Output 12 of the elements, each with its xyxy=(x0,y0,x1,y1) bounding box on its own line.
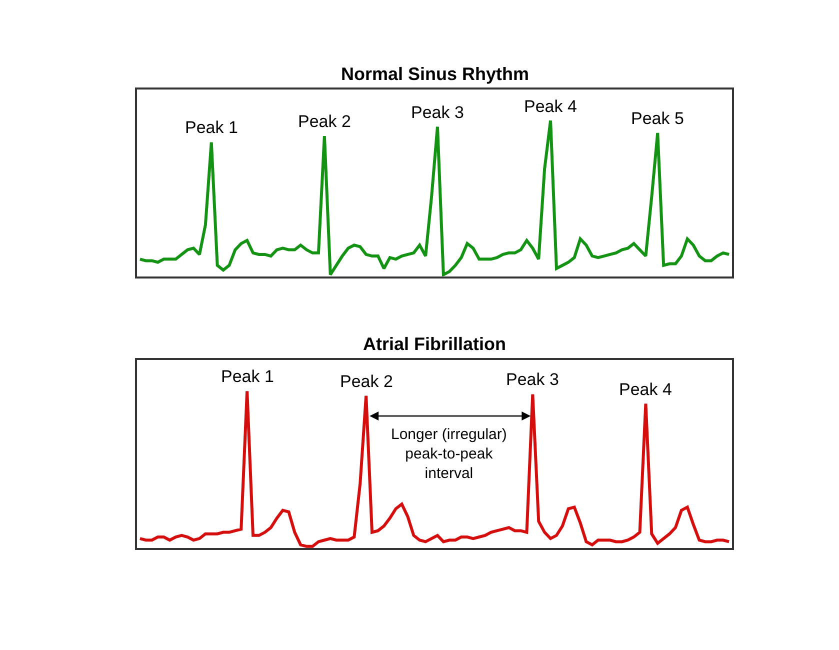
annotation: Peak 1 xyxy=(185,118,238,137)
annotation: Peak 5 xyxy=(631,109,684,128)
chart-title: Atrial Fibrillation xyxy=(363,334,506,354)
annotation: Peak 2 xyxy=(298,112,351,131)
annotation: Longer (irregular) peak-to-peak interval xyxy=(391,426,507,482)
text: Peak 4 xyxy=(524,97,577,116)
text: Peak 3 xyxy=(506,370,559,389)
annotation: Peak 3 xyxy=(411,103,464,122)
annotation: Peak 4 xyxy=(619,380,672,399)
text: Peak 2 xyxy=(340,372,393,391)
chart-title: Normal Sinus Rhythm xyxy=(341,64,530,84)
text: Peak 1 xyxy=(221,367,274,386)
